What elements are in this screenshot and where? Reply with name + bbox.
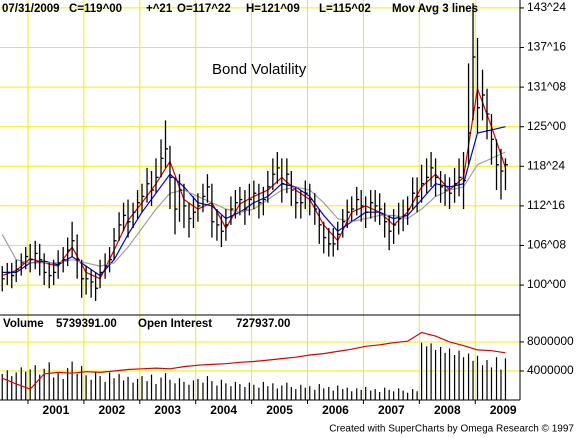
- x-tick-label: 2009: [490, 403, 517, 417]
- y-tick-label: 106^08: [527, 238, 566, 252]
- oi-label: Open Interest: [138, 318, 212, 330]
- y-tick-label: 112^16: [527, 198, 565, 212]
- volume-label: Volume: [3, 318, 44, 330]
- chart-title: Bond Volatility: [212, 61, 307, 78]
- moving-average-line: [1, 151, 506, 267]
- open-interest-line: [1, 331, 506, 390]
- x-tick-label: 2002: [98, 403, 125, 417]
- x-tick-label: 2006: [322, 403, 349, 417]
- y-tick-label: 131^08: [527, 79, 566, 93]
- header-study: Mov Avg 3 lines: [392, 3, 478, 15]
- x-tick-label: 2001: [43, 403, 70, 417]
- header-date: 07/31/2009: [2, 3, 60, 15]
- x-tick-label: 2003: [154, 403, 181, 417]
- header-change: +^21: [146, 3, 173, 15]
- volume-value: 5739391.00: [56, 318, 117, 330]
- x-tick-label: 2004: [210, 403, 237, 417]
- y-tick-label: 100^00: [527, 277, 566, 291]
- header-open: O=117^22: [177, 3, 231, 15]
- oi-value: 727937.00: [236, 318, 290, 330]
- y-tick-label: 125^00: [527, 119, 566, 133]
- x-tick-label: 2007: [378, 403, 405, 417]
- footer: Created with SuperCharts by Omega Resear…: [329, 424, 574, 435]
- y-tick-label: 137^16: [527, 40, 566, 54]
- x-tick-label: 2008: [434, 403, 461, 417]
- mark-layer: [1, 3, 508, 400]
- header-close: C=119^00: [69, 3, 122, 15]
- header-high: H=121^09: [246, 3, 300, 15]
- y-tick-label: 143^24: [527, 0, 566, 14]
- y-tick-label: 4000000: [527, 363, 574, 377]
- x-tick-label: 2005: [266, 403, 293, 417]
- y-tick-label: 118^24: [527, 158, 565, 172]
- header-low: L=115^02: [319, 3, 371, 15]
- y-tick-label: 8000000: [527, 334, 574, 348]
